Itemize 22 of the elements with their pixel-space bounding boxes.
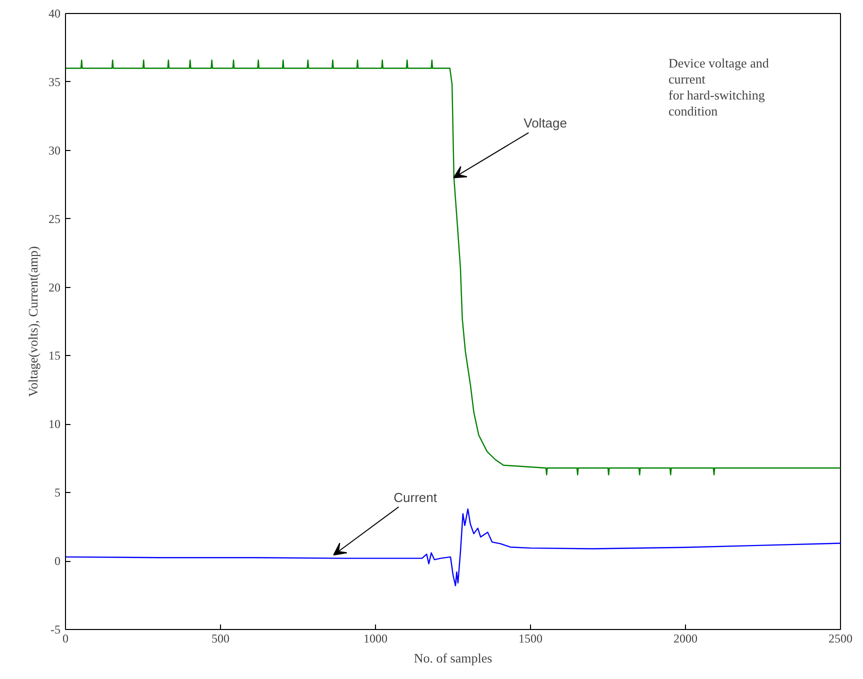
y-tick-label: 5 xyxy=(54,486,60,500)
y-tick-label: 40 xyxy=(48,6,60,20)
y-tick-label: 25 xyxy=(48,212,60,226)
line-series xyxy=(66,59,840,476)
y-tick-label: 0 xyxy=(54,554,60,568)
x-tick-label: 500 xyxy=(212,632,230,646)
line-series xyxy=(66,508,840,586)
y-tick-label: 35 xyxy=(48,74,60,89)
annotation: Device voltage and current for hard-switching condition xyxy=(668,56,770,118)
x-tick-label: 1500 xyxy=(518,632,542,646)
annotation: Current xyxy=(394,490,438,505)
x-tick-label: 2500 xyxy=(828,632,852,646)
x-tick-label: 1000 xyxy=(364,632,388,646)
y-tick-label: 15 xyxy=(48,348,60,363)
y-tick-label: 10 xyxy=(48,417,60,432)
x-axis-title: No. of samples xyxy=(414,650,492,666)
x-tick-label: 2000 xyxy=(674,632,698,646)
annotation: Voltage xyxy=(524,116,567,131)
y-tick-label: 30 xyxy=(48,143,60,158)
y-tick-label: -5 xyxy=(50,622,61,636)
y-tick-label: 20 xyxy=(48,280,60,294)
y-axis-title: Voltage(volts), Current(amp) xyxy=(26,246,40,397)
